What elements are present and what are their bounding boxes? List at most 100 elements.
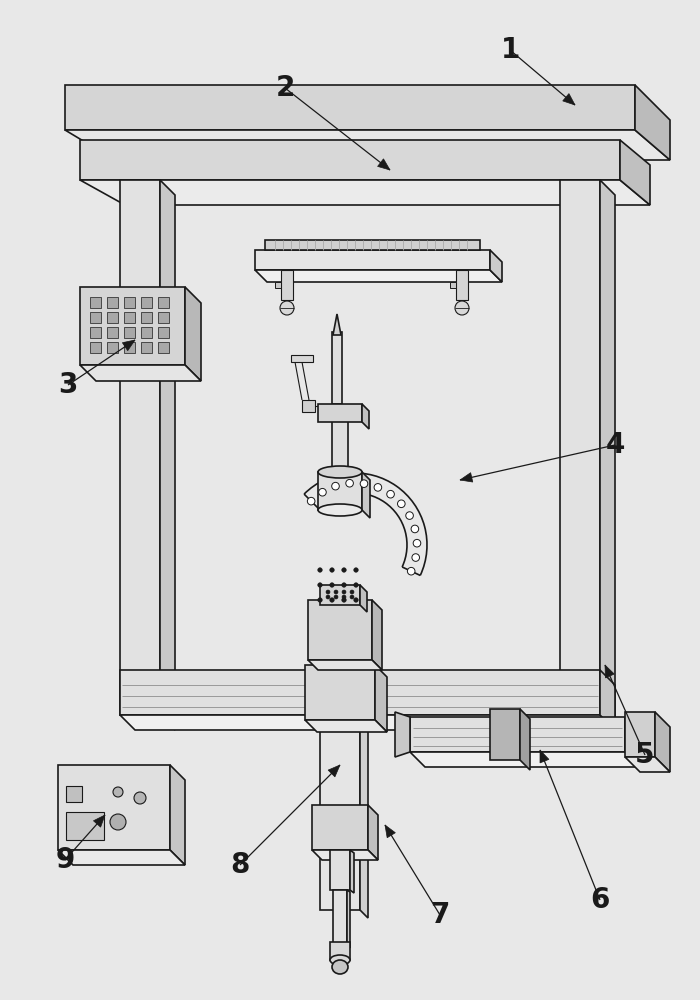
Circle shape: [326, 595, 330, 599]
Circle shape: [342, 568, 346, 572]
Polygon shape: [328, 765, 340, 777]
Bar: [141, 342, 152, 353]
Polygon shape: [350, 600, 354, 609]
Bar: [158, 297, 169, 308]
Circle shape: [350, 590, 354, 594]
Polygon shape: [185, 287, 201, 381]
Bar: [141, 327, 152, 338]
Polygon shape: [625, 717, 640, 767]
Polygon shape: [330, 600, 350, 605]
Ellipse shape: [318, 466, 362, 478]
Polygon shape: [58, 765, 170, 850]
Circle shape: [407, 567, 415, 575]
Polygon shape: [456, 270, 468, 300]
Polygon shape: [330, 850, 350, 890]
Circle shape: [334, 595, 338, 599]
Text: 7: 7: [430, 901, 449, 929]
Circle shape: [334, 590, 338, 594]
Polygon shape: [308, 600, 372, 660]
Polygon shape: [362, 472, 370, 518]
Polygon shape: [255, 270, 502, 282]
Text: 1: 1: [500, 36, 519, 64]
Circle shape: [412, 554, 419, 561]
Circle shape: [354, 583, 358, 587]
Polygon shape: [490, 250, 502, 282]
Polygon shape: [362, 404, 369, 429]
Polygon shape: [160, 180, 175, 730]
Polygon shape: [490, 709, 520, 760]
Polygon shape: [265, 240, 480, 250]
Bar: [124, 342, 135, 353]
Polygon shape: [600, 180, 615, 730]
Circle shape: [346, 479, 354, 487]
Polygon shape: [93, 815, 105, 827]
Bar: [124, 297, 135, 308]
Circle shape: [330, 583, 334, 587]
Polygon shape: [80, 140, 620, 180]
Circle shape: [318, 488, 326, 496]
Polygon shape: [360, 715, 368, 918]
Polygon shape: [330, 942, 350, 960]
Polygon shape: [120, 670, 600, 715]
Polygon shape: [308, 660, 382, 670]
Polygon shape: [620, 140, 650, 205]
Circle shape: [455, 301, 469, 315]
Circle shape: [374, 484, 382, 491]
Polygon shape: [385, 825, 396, 838]
Polygon shape: [275, 282, 281, 288]
Polygon shape: [372, 600, 382, 670]
Circle shape: [406, 512, 414, 519]
Text: 8: 8: [230, 851, 250, 879]
Polygon shape: [65, 85, 635, 130]
Bar: [66, 812, 104, 840]
Polygon shape: [80, 365, 201, 381]
Circle shape: [398, 500, 405, 508]
Ellipse shape: [332, 960, 348, 974]
Polygon shape: [347, 890, 350, 948]
Circle shape: [330, 598, 334, 602]
Polygon shape: [377, 159, 390, 170]
Polygon shape: [120, 715, 615, 730]
Circle shape: [318, 568, 322, 572]
Polygon shape: [320, 585, 360, 605]
Polygon shape: [281, 270, 293, 300]
Polygon shape: [350, 850, 354, 893]
Text: 2: 2: [275, 74, 295, 102]
Polygon shape: [625, 712, 655, 757]
Polygon shape: [520, 709, 530, 770]
Circle shape: [318, 598, 322, 602]
Circle shape: [354, 568, 358, 572]
Bar: [90, 297, 101, 308]
Polygon shape: [368, 805, 378, 860]
Text: 9: 9: [55, 846, 75, 874]
Polygon shape: [410, 717, 625, 752]
Circle shape: [342, 598, 346, 602]
Circle shape: [330, 568, 334, 572]
Circle shape: [342, 590, 346, 594]
Circle shape: [134, 792, 146, 804]
Bar: [107, 327, 118, 338]
Circle shape: [350, 595, 354, 599]
Circle shape: [354, 598, 358, 602]
Polygon shape: [305, 665, 375, 720]
Bar: [158, 312, 169, 323]
Bar: [291, 355, 313, 362]
Circle shape: [326, 590, 330, 594]
Polygon shape: [320, 715, 360, 910]
Polygon shape: [395, 712, 410, 757]
Circle shape: [307, 497, 315, 505]
Bar: [158, 327, 169, 338]
Polygon shape: [80, 287, 185, 365]
Polygon shape: [332, 332, 342, 404]
Polygon shape: [333, 314, 341, 335]
Polygon shape: [605, 665, 615, 678]
Bar: [107, 312, 118, 323]
Circle shape: [413, 539, 421, 547]
Polygon shape: [80, 180, 650, 205]
Text: 3: 3: [58, 371, 78, 399]
Polygon shape: [450, 282, 456, 288]
Circle shape: [332, 482, 340, 490]
Circle shape: [113, 787, 123, 797]
Bar: [90, 327, 101, 338]
Circle shape: [360, 480, 368, 487]
